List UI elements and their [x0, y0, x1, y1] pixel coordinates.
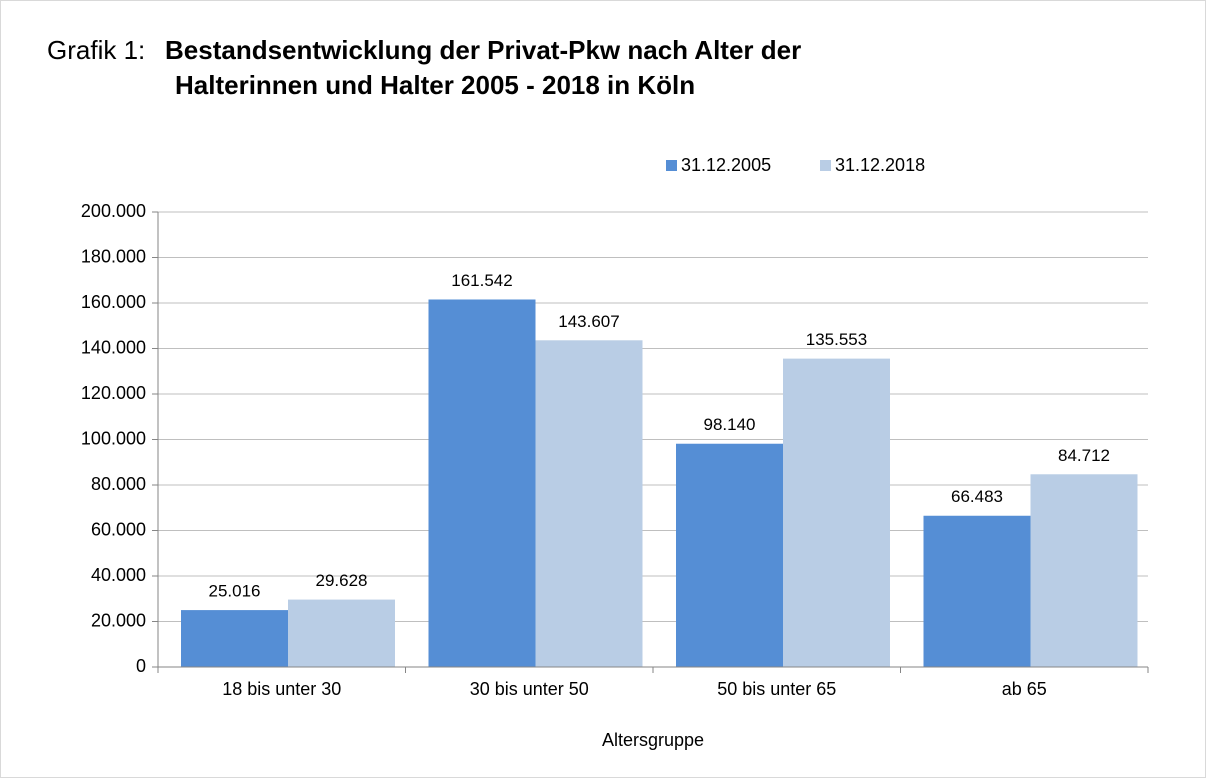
legend-label: 31.12.2005: [681, 155, 771, 175]
y-tick-label: 20.000: [91, 610, 146, 630]
x-tick-label: 50 bis unter 65: [717, 679, 836, 699]
x-tick-label: 18 bis unter 30: [222, 679, 341, 699]
chart-title-prefix: Grafik 1:: [47, 35, 145, 65]
bar: [181, 610, 288, 667]
bar: [1030, 474, 1138, 667]
data-label: 143.607: [558, 312, 619, 331]
y-tick-label: 160.000: [81, 292, 146, 312]
y-tick-label: 120.000: [81, 383, 146, 403]
data-label: 98.140: [704, 415, 756, 434]
x-tick-label: ab 65: [1002, 679, 1047, 699]
bar: [783, 358, 890, 667]
data-label: 135.553: [806, 330, 867, 349]
data-label: 161.542: [451, 271, 512, 290]
y-tick-label: 140.000: [81, 337, 146, 357]
data-label: 25.016: [209, 582, 261, 601]
legend-label: 31.12.2018: [835, 155, 925, 175]
y-tick-label: 200.000: [81, 201, 146, 221]
data-label: 66.483: [951, 487, 1003, 506]
y-tick-label: 80.000: [91, 474, 146, 494]
data-label: 84.712: [1058, 446, 1110, 465]
y-tick-label: 40.000: [91, 565, 146, 585]
bar: [535, 340, 643, 667]
data-label: 29.628: [316, 571, 368, 590]
y-tick-label: 100.000: [81, 428, 146, 448]
legend-swatch: [666, 160, 677, 171]
x-tick-label: 30 bis unter 50: [470, 679, 589, 699]
x-axis-label: Altersgruppe: [602, 730, 704, 750]
bar: [288, 599, 395, 667]
legend-swatch: [820, 160, 831, 171]
bar: [428, 299, 536, 667]
bar: [676, 443, 783, 667]
chart-title: Bestandsentwicklung der Privat-Pkw nach …: [165, 35, 801, 65]
bar: [923, 515, 1031, 667]
chart-title: Halterinnen und Halter 2005 - 2018 in Kö…: [175, 70, 695, 100]
y-tick-label: 180.000: [81, 246, 146, 266]
y-tick-label: 0: [136, 656, 146, 676]
y-tick-label: 60.000: [91, 519, 146, 539]
